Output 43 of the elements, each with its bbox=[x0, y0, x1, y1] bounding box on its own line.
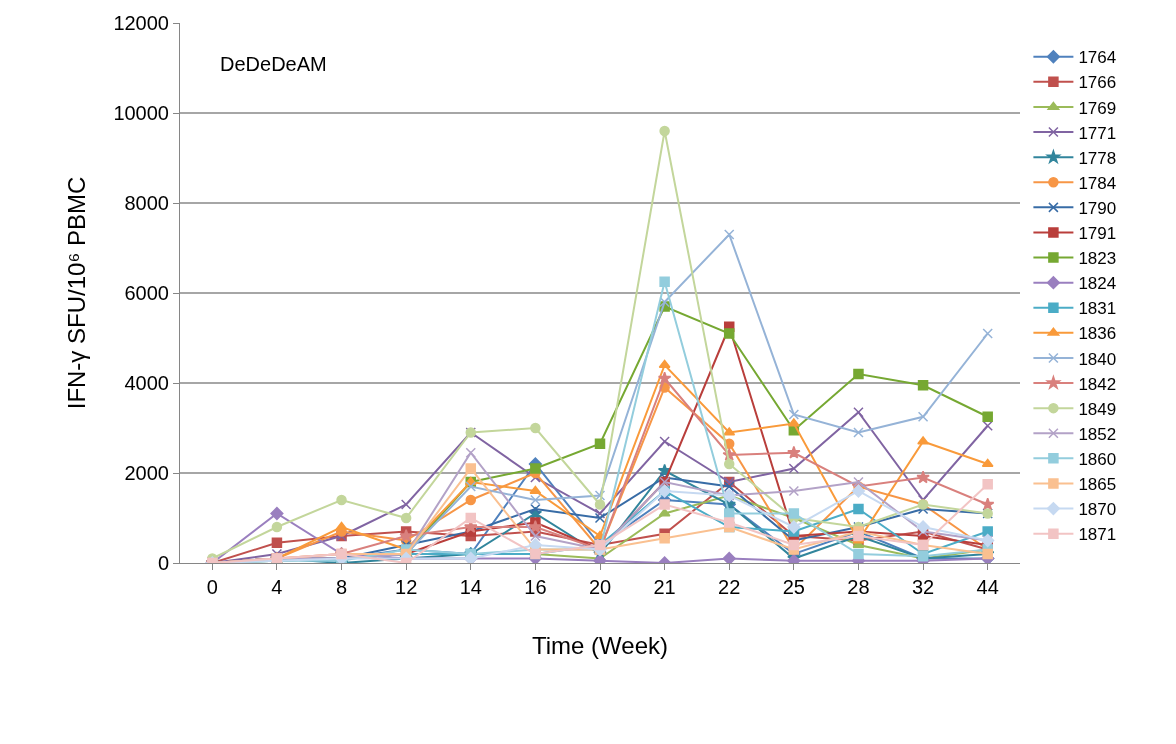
legend-label: 1852 bbox=[1078, 424, 1117, 444]
x-tick-label: 21 bbox=[653, 576, 676, 598]
y-axis-title: IFN-γ SFU/10⁶ PBMC bbox=[63, 176, 91, 410]
y-tick-label: 6000 bbox=[124, 282, 169, 304]
legend-label: 1831 bbox=[1078, 299, 1117, 319]
x-tick-label: 20 bbox=[588, 576, 612, 598]
legend-label: 1870 bbox=[1078, 500, 1117, 520]
legend-label: 1790 bbox=[1078, 198, 1117, 218]
y-tick-label: 0 bbox=[157, 552, 169, 574]
legend-label: 1771 bbox=[1078, 123, 1117, 143]
legend-label: 1784 bbox=[1078, 173, 1117, 193]
x-tick-label: 8 bbox=[335, 576, 348, 598]
x-tick-label: 28 bbox=[847, 576, 870, 598]
x-tick-label: 22 bbox=[718, 576, 741, 598]
y-tick-label: 12000 bbox=[113, 12, 169, 34]
x-tick-label: 44 bbox=[976, 576, 999, 598]
legend-label: 1865 bbox=[1078, 475, 1117, 495]
y-tick-label: 2000 bbox=[124, 462, 169, 484]
x-tick-label: 14 bbox=[459, 576, 482, 598]
legend-label: 1849 bbox=[1078, 399, 1117, 419]
legend-label: 1764 bbox=[1078, 48, 1117, 68]
x-tick-label: 4 bbox=[271, 576, 283, 598]
legend-label: 1791 bbox=[1078, 224, 1117, 244]
legend-label: 1840 bbox=[1078, 349, 1117, 369]
x-tick-label: 32 bbox=[911, 576, 935, 598]
legend-label: 1769 bbox=[1078, 98, 1117, 118]
annotation: DeDeDeAM bbox=[220, 53, 327, 75]
x-tick-label: 16 bbox=[524, 576, 547, 598]
legend-label: 1824 bbox=[1078, 274, 1117, 294]
legend-label: 1860 bbox=[1078, 449, 1117, 469]
legend-label: 1871 bbox=[1078, 525, 1117, 545]
x-axis-title: Time (Week) bbox=[531, 632, 669, 660]
x-tick-label: 12 bbox=[395, 576, 418, 598]
x-tick-label: 25 bbox=[782, 576, 805, 598]
x-tick-label: 0 bbox=[206, 576, 218, 598]
legend-label: 1823 bbox=[1078, 249, 1117, 269]
legend-label: 1842 bbox=[1078, 374, 1117, 394]
legend-label: 1836 bbox=[1078, 324, 1117, 344]
legend-label: 1766 bbox=[1078, 73, 1117, 93]
y-tick-label: 10000 bbox=[113, 102, 169, 124]
y-tick-label: 8000 bbox=[124, 192, 169, 214]
y-tick-label: 4000 bbox=[124, 372, 169, 394]
legend-label: 1778 bbox=[1078, 148, 1117, 168]
